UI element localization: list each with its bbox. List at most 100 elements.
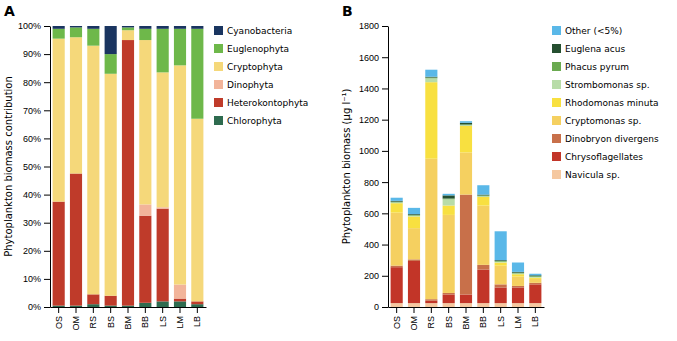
series	[53, 26, 204, 54]
bar-segment	[139, 26, 151, 29]
bar-segment	[408, 216, 420, 228]
tick: 70%	[23, 106, 50, 116]
bar-segment	[87, 46, 99, 295]
legend-swatch	[214, 80, 223, 89]
legend-label: Chlorophyta	[227, 116, 282, 126]
tick: OM	[71, 307, 81, 331]
bar-segment	[70, 174, 82, 306]
tick-label: 50%	[23, 162, 41, 172]
bar-segment	[174, 285, 186, 299]
legend-item: Other (<5%)	[552, 26, 622, 36]
bar-segment	[191, 301, 203, 304]
legend-swatch	[552, 152, 561, 161]
axis-title: Phytoplankton biomass (μg l⁻¹)	[341, 89, 352, 245]
tick: 30%	[23, 218, 50, 228]
bar-segment	[53, 26, 65, 29]
bar-segment	[391, 202, 403, 204]
bar-segment	[122, 30, 134, 40]
tick-mark	[44, 138, 50, 139]
tick-mark	[466, 307, 467, 313]
bar-segment	[87, 304, 99, 307]
tick-label: 600	[364, 209, 379, 219]
tick: 40%	[23, 190, 50, 200]
bar-segment	[425, 82, 437, 158]
bars	[391, 70, 542, 307]
bar-segment	[70, 26, 82, 27]
bar-segment	[477, 196, 489, 198]
tick-label: LM	[175, 316, 185, 329]
x-axis: OSOMRSBSBMBBLSLMLB	[51, 307, 207, 331]
tick: 1800	[359, 21, 388, 31]
tick: 800	[364, 177, 388, 187]
bar-segment	[191, 29, 203, 119]
tick-label: 20%	[23, 246, 41, 256]
bar-segment	[139, 204, 151, 215]
legend-swatch	[552, 170, 561, 179]
legend-label: Heterokontophyta	[227, 98, 308, 108]
tick-label: 70%	[23, 106, 41, 116]
bar-segment	[495, 261, 507, 263]
bar-segment	[443, 194, 455, 196]
bar-segment	[391, 201, 403, 203]
legend-label: Rhodomonas minuta	[565, 98, 658, 108]
tick: OM	[409, 307, 419, 331]
tick: LB	[530, 307, 540, 327]
tick: 0%	[28, 302, 50, 312]
tick-label: BM	[123, 316, 133, 330]
legend-swatch	[552, 26, 561, 35]
tick-mark	[382, 307, 388, 308]
tick-label: BB	[478, 316, 488, 328]
bar-segment	[53, 202, 65, 306]
series	[391, 303, 542, 307]
tick-mark	[180, 307, 181, 313]
tick: BS	[444, 307, 454, 328]
bar-segment	[139, 216, 151, 303]
bar-segment	[512, 286, 524, 288]
bar-segment	[425, 77, 437, 79]
bar-segment	[105, 54, 117, 74]
bar-segment	[529, 276, 541, 278]
series	[391, 78, 542, 277]
axis-title: Phytoplankton biomass contribution	[3, 76, 14, 257]
bar-segment	[495, 231, 507, 260]
bar-segment	[460, 303, 472, 307]
bar-segment	[157, 207, 169, 208]
bar-segment	[460, 125, 472, 127]
legend-item: Dinobryon divergens	[552, 134, 659, 144]
tick-label: BB	[140, 316, 150, 328]
legend-label: Strombomonas sp.	[565, 80, 650, 90]
series	[391, 82, 542, 279]
bar-segment	[174, 26, 186, 29]
bar-segment	[477, 270, 489, 304]
bar-segment	[425, 299, 437, 301]
tick-mark	[44, 279, 50, 280]
tick-mark	[382, 151, 388, 152]
tick-mark	[162, 307, 163, 313]
tick-mark	[58, 307, 59, 313]
bar-segment	[391, 303, 403, 307]
legend-swatch	[552, 98, 561, 107]
tick-mark	[382, 57, 388, 58]
tick-label: 80%	[23, 78, 41, 88]
tick: BM	[123, 307, 133, 330]
tick: OS	[392, 307, 402, 329]
legend-swatch	[214, 98, 223, 107]
bar-segment	[443, 195, 455, 198]
tick-label: 1400	[359, 84, 379, 94]
tick: LS	[496, 307, 506, 327]
legend-swatch	[552, 80, 561, 89]
bar-segment	[529, 274, 541, 276]
bar-segment	[460, 123, 472, 125]
legend-item: Chlorophyta	[214, 116, 282, 126]
series	[53, 27, 204, 118]
tick-mark	[44, 110, 50, 111]
tick: 200	[364, 271, 388, 281]
tick: LM	[513, 307, 523, 329]
tick-label: RS	[426, 316, 436, 329]
tick-mark	[93, 307, 94, 313]
bar-segment	[122, 27, 134, 30]
tick-label: 1000	[359, 146, 379, 156]
tick: RS	[426, 307, 436, 329]
bar-segment	[122, 306, 134, 307]
bar-segment	[529, 283, 541, 285]
